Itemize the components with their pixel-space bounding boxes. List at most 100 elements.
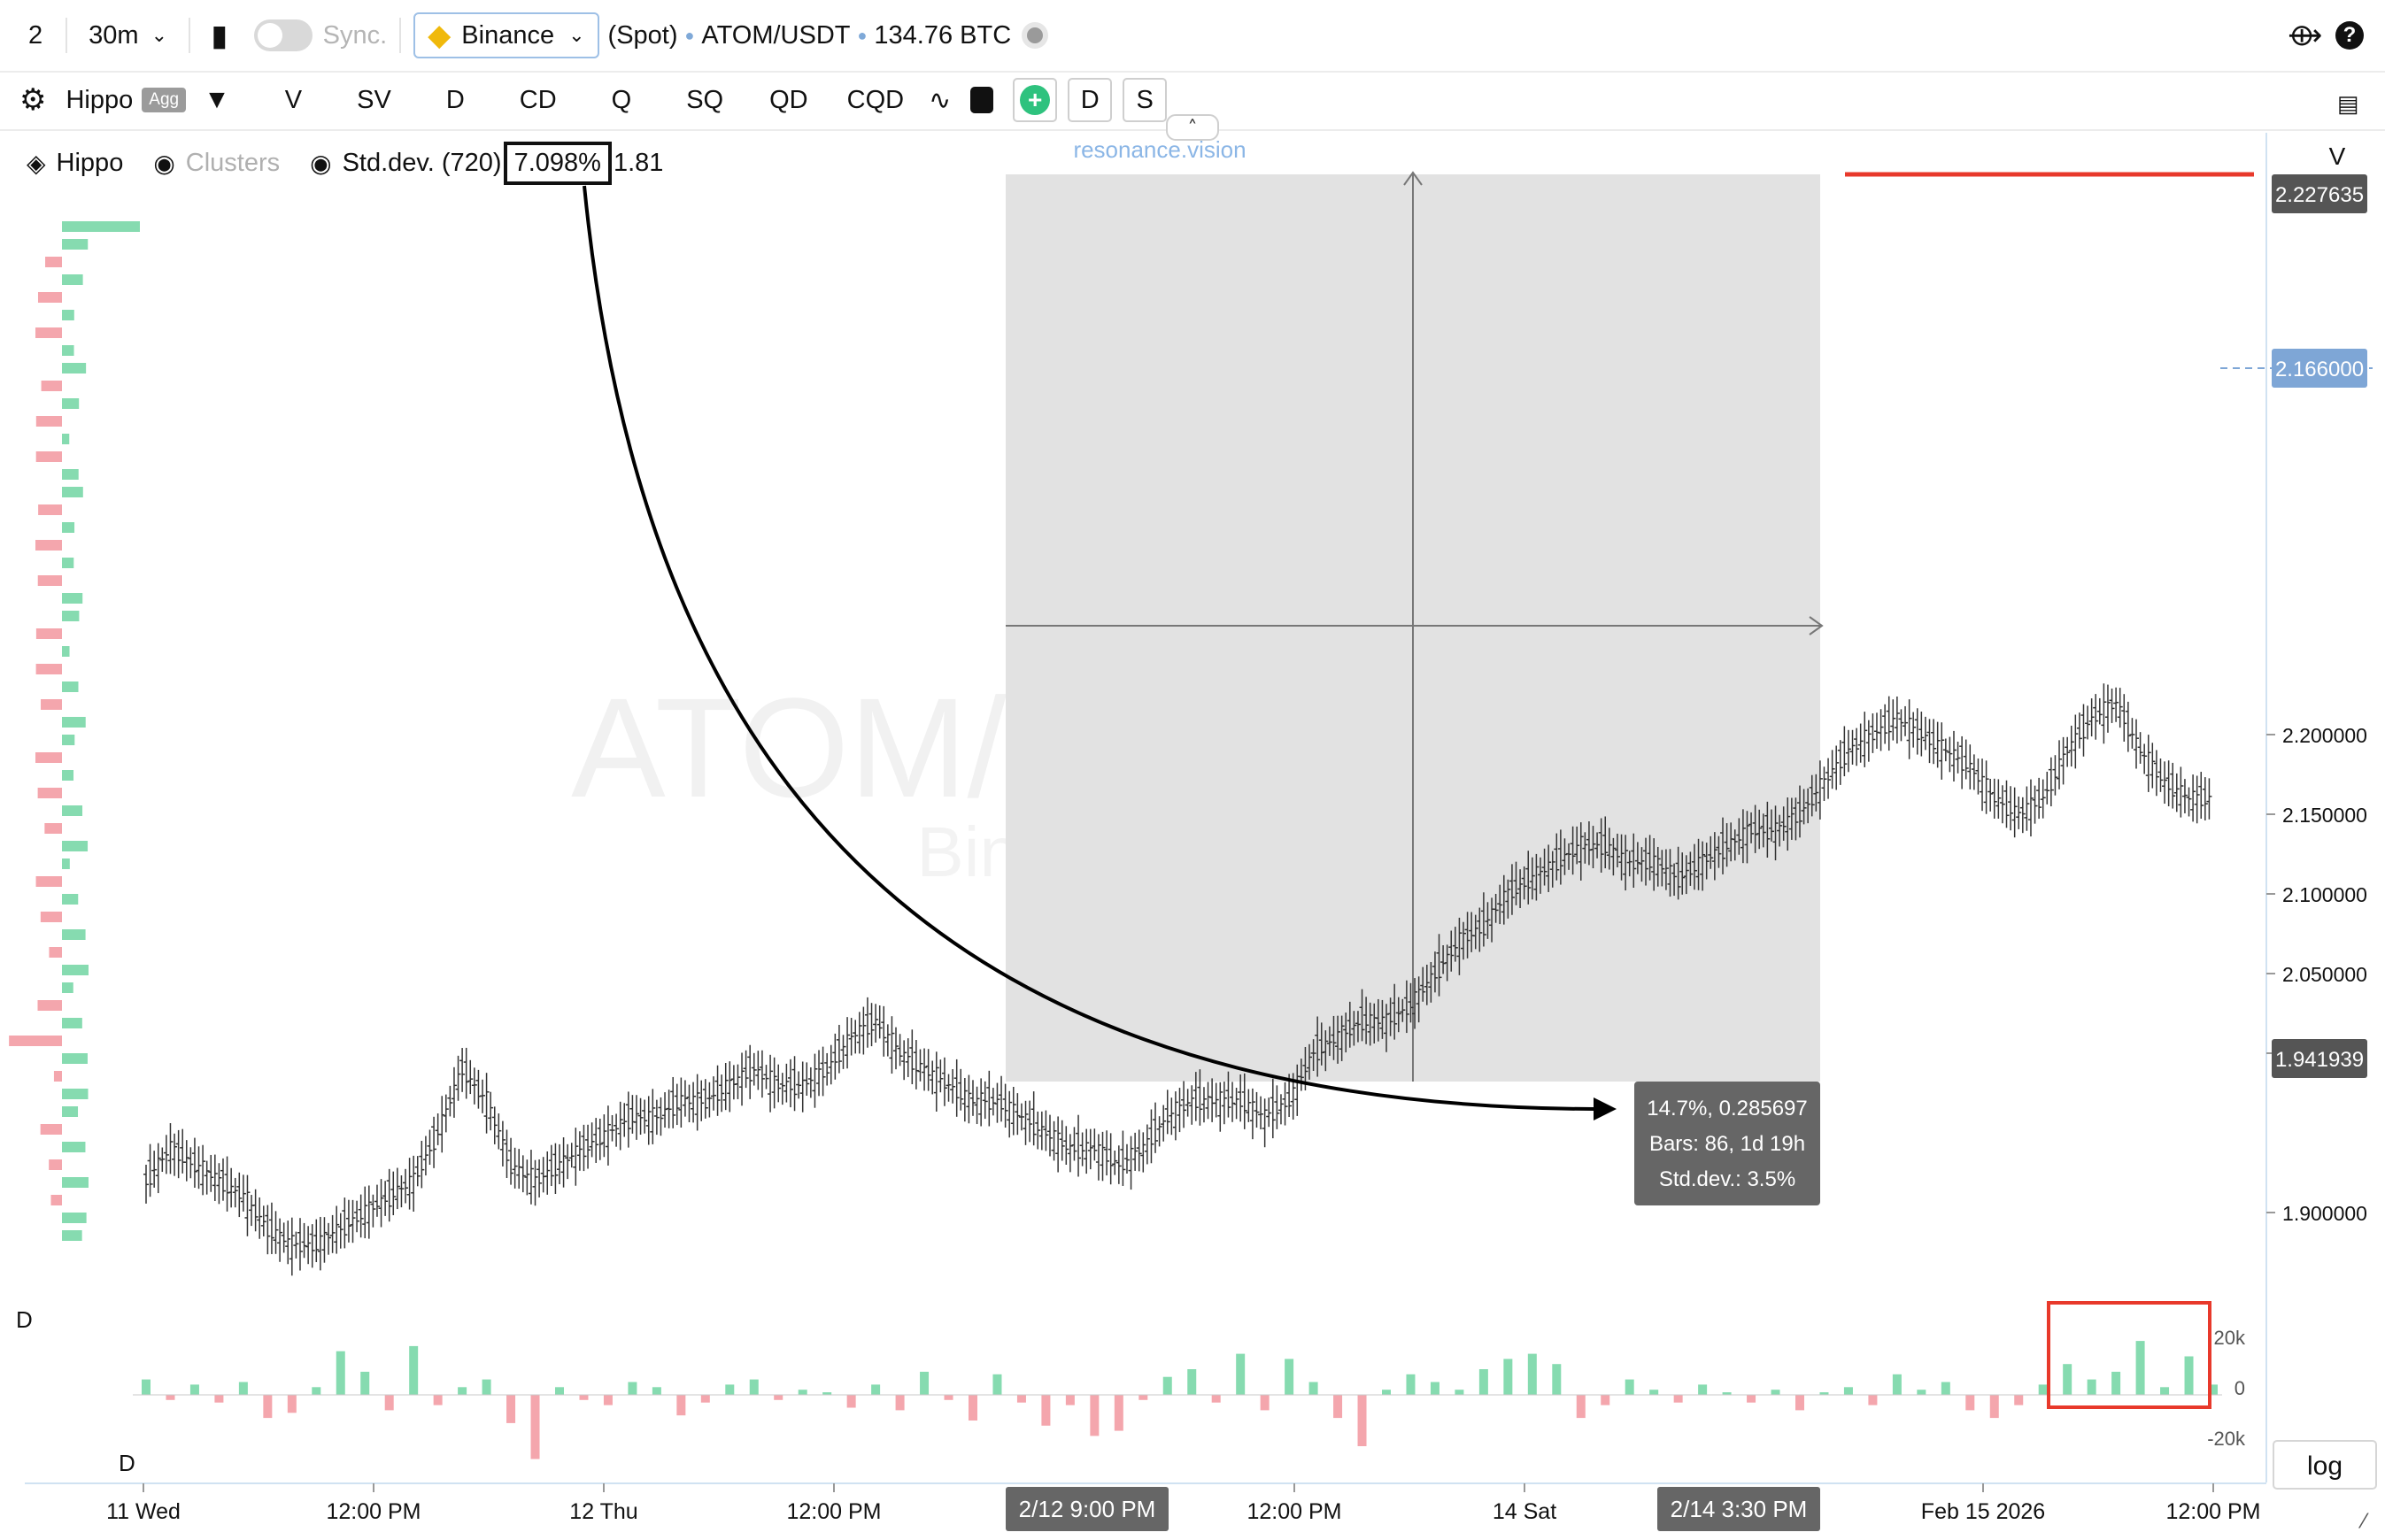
ohlc-bar xyxy=(1720,817,1726,874)
delta-bar xyxy=(2135,1341,2145,1395)
ohlc-bar xyxy=(1610,837,1617,876)
indicator-button-v[interactable]: V xyxy=(284,85,303,114)
eye-icon[interactable]: ◉ xyxy=(310,150,332,177)
annotation-arrowhead xyxy=(1594,1097,1617,1120)
ohlc-bar xyxy=(1870,713,1876,753)
ohlc-bar xyxy=(326,1222,332,1255)
ohlc-bar xyxy=(488,1091,494,1131)
indicator-button-sq[interactable]: SQ xyxy=(686,85,724,114)
ohlc-bar xyxy=(1529,857,1535,900)
ohlc-bar xyxy=(281,1222,287,1253)
gear-icon[interactable]: ⚙ xyxy=(19,83,47,117)
ohlc-bar xyxy=(828,1044,834,1085)
tag-d-button[interactable]: D xyxy=(1068,78,1113,122)
ohlc-bar xyxy=(1493,893,1499,923)
legend-clusters[interactable]: Clusters xyxy=(185,149,281,177)
line-chart-icon[interactable]: ∿ xyxy=(929,85,952,115)
indicator-button-cd[interactable]: CD xyxy=(519,85,557,114)
preset-name[interactable]: Hippo xyxy=(66,85,134,114)
ohlc-bar xyxy=(743,1050,749,1089)
ohlc-bar xyxy=(1172,1091,1178,1141)
exchange-select[interactable]: ◆ Binance ⌄ xyxy=(413,12,599,58)
ohlc-bar xyxy=(2016,796,2022,829)
indicator-button-sv[interactable]: SV xyxy=(357,85,391,114)
ohlc-bar xyxy=(950,1068,956,1104)
time-marker-box xyxy=(1006,1487,1169,1531)
ohlc-bar xyxy=(1246,1089,1252,1122)
ohlc-bar xyxy=(999,1075,1005,1122)
profile-bar xyxy=(40,1124,62,1135)
ruler-icon[interactable]: ▤ xyxy=(2337,90,2359,117)
ohlc-bar xyxy=(536,1159,543,1197)
indicator-button-q[interactable]: Q xyxy=(611,85,632,114)
ohlc-bar xyxy=(1711,832,1717,881)
share-icon[interactable]: ⟴ xyxy=(2288,19,2323,52)
ohlc-bar xyxy=(240,1174,246,1212)
notes-icon[interactable] xyxy=(970,87,994,113)
agg-badge[interactable]: Agg xyxy=(142,88,187,112)
resize-handle-icon[interactable]: ⁄ xyxy=(2358,1511,2369,1533)
interval-select[interactable]: 30m ⌄ xyxy=(89,21,167,50)
ohlc-bar xyxy=(390,1171,397,1216)
delta-bar xyxy=(749,1379,759,1395)
ohlc-bar xyxy=(143,1165,149,1204)
ohlc-bar xyxy=(463,1047,469,1099)
tag-s-button[interactable]: S xyxy=(1123,78,1168,122)
sync-toggle-group[interactable]: Sync. xyxy=(253,19,387,51)
ohlc-bar xyxy=(1995,779,2002,819)
collapse-button[interactable] xyxy=(1166,114,1219,141)
ohlc-bar xyxy=(1424,964,1430,1005)
delta-bar xyxy=(603,1395,613,1405)
ohlc-bar xyxy=(812,1053,818,1108)
ohlc-bar xyxy=(1554,833,1560,881)
legend-hippo[interactable]: Hippo xyxy=(56,149,124,177)
profile-bar xyxy=(62,841,89,851)
legend-stddev-label[interactable]: Std.dev. (720) xyxy=(342,149,502,177)
indicator-button-cqd[interactable]: CQD xyxy=(846,85,905,114)
ohlc-bar xyxy=(1412,978,1418,1029)
ohlc-bar xyxy=(617,1101,623,1151)
profile-bar xyxy=(35,664,62,674)
layout-count[interactable]: 2 xyxy=(28,20,43,50)
indicator-button-d[interactable]: D xyxy=(445,85,465,114)
help-icon[interactable]: ? xyxy=(2335,21,2364,50)
ohlc-bar xyxy=(2121,694,2127,742)
ohlc-bar xyxy=(1841,726,1848,777)
ohlc-bar xyxy=(933,1051,939,1112)
candle-type-icon[interactable]: ▮ xyxy=(212,19,228,51)
sync-toggle[interactable] xyxy=(253,19,313,51)
time-marker-label: 2/12 9:00 PM xyxy=(1019,1496,1156,1522)
ohlc-bar xyxy=(260,1205,266,1236)
ohlc-bar xyxy=(1277,1094,1284,1125)
ohlc-bar xyxy=(1343,1013,1349,1053)
ohlc-bars xyxy=(143,683,2212,1276)
ohlc-bar xyxy=(1736,818,1742,855)
ohlc-bar xyxy=(1959,735,1965,789)
ohlc-bar xyxy=(200,1144,206,1196)
divider xyxy=(189,18,190,53)
profile-bar xyxy=(40,912,62,922)
interval-value: 30m xyxy=(89,20,139,50)
delta-bar xyxy=(1478,1369,1488,1395)
eye-off-icon[interactable]: ◈ xyxy=(27,150,46,177)
ohlc-bar xyxy=(686,1084,692,1123)
ohlc-bar xyxy=(1472,914,1478,950)
delta-bar xyxy=(1698,1384,1708,1395)
profile-bar xyxy=(41,699,62,710)
filter-icon[interactable]: ▼ xyxy=(204,85,230,114)
ohlc-bar xyxy=(694,1074,700,1131)
delta-bar xyxy=(1965,1395,1975,1411)
add-indicator-button[interactable]: + xyxy=(1013,78,1058,122)
symbol-name[interactable]: ATOM/USDT xyxy=(701,20,851,50)
ohlc-bar xyxy=(439,1096,445,1153)
delta-bar xyxy=(871,1384,881,1395)
indicator-button-qd[interactable]: QD xyxy=(769,85,808,114)
ohlc-bar xyxy=(670,1076,676,1128)
ohlc-bar xyxy=(167,1123,174,1174)
log-scale-button[interactable] xyxy=(2273,1440,2377,1490)
eye-icon[interactable]: ◉ xyxy=(153,150,175,177)
ohlc-bar xyxy=(1213,1082,1219,1118)
delta-bar xyxy=(1625,1379,1634,1395)
ohlc-bar xyxy=(941,1057,947,1106)
